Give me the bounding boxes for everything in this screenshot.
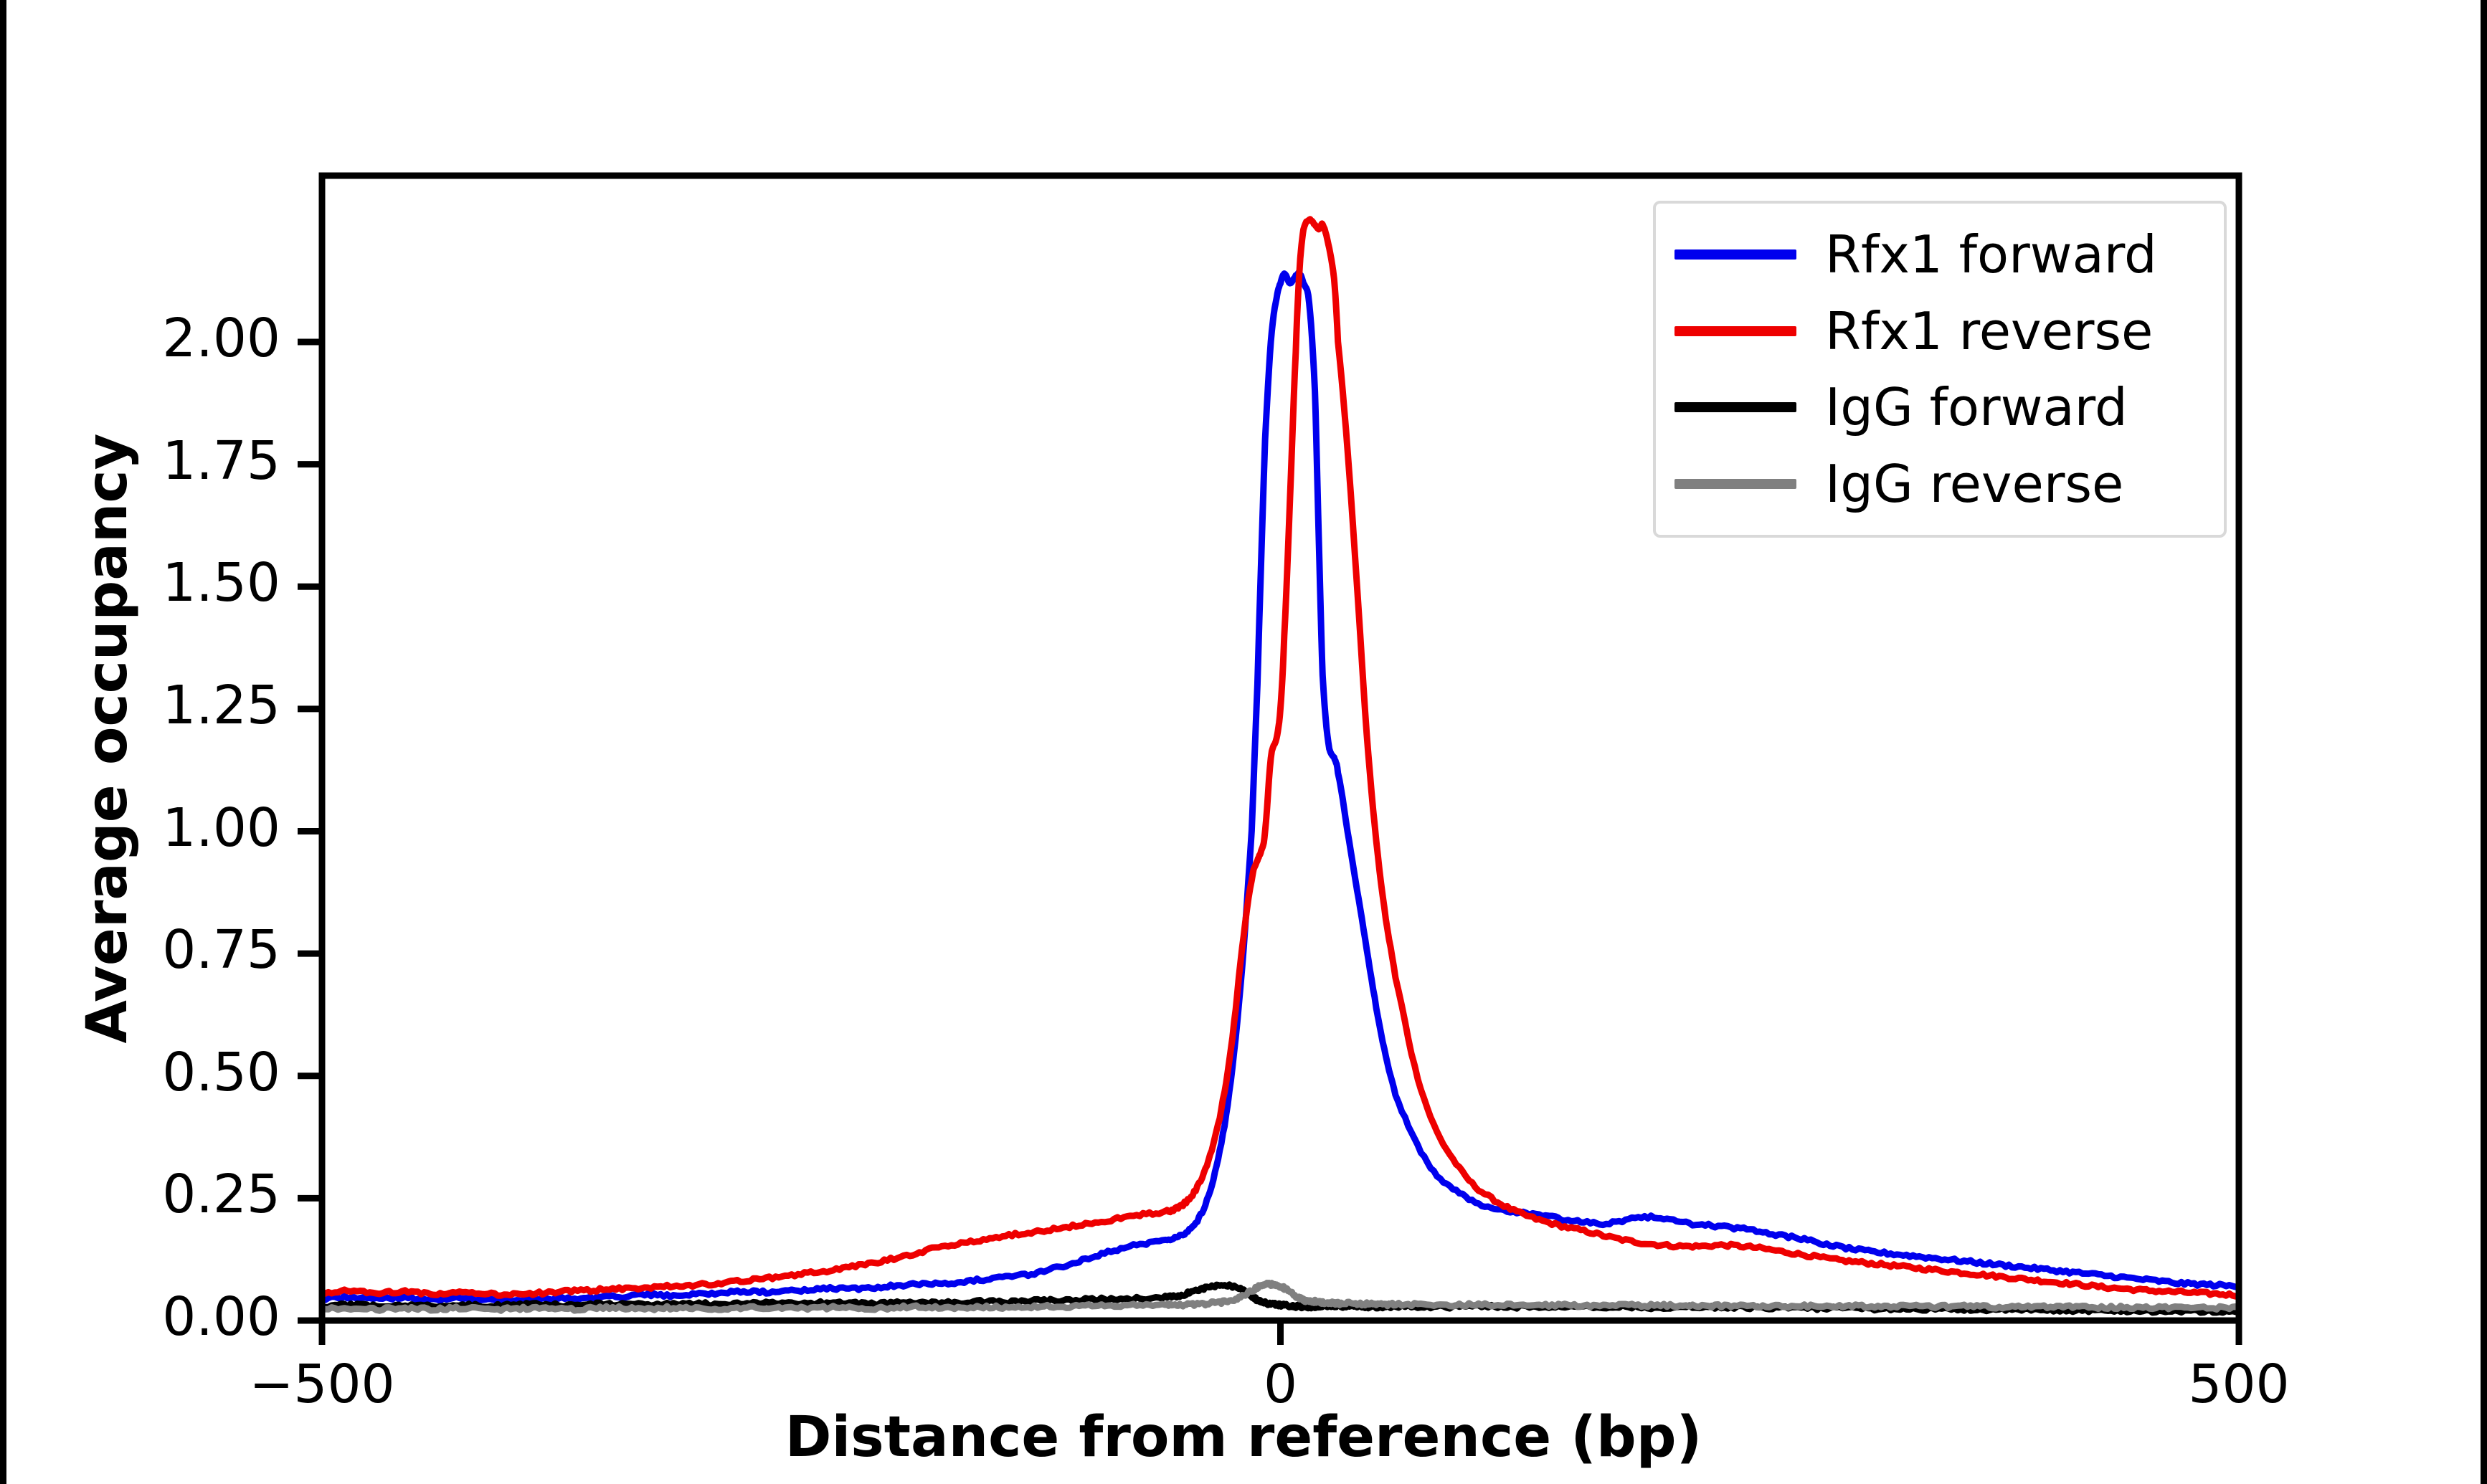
y-tick-label: 1.50 [162,552,280,614]
y-tick-label: 0.25 [162,1164,280,1226]
legend-swatch-rfx1-reverse [1674,325,1796,336]
chart-plot-area [298,172,2242,1345]
y-tick-label: 0.50 [162,1041,280,1103]
y-tick-label: 0.00 [162,1286,280,1348]
legend-label-rfx1-forward: Rfx1 forward [1825,224,2157,285]
legend-swatch-igg-reverse [1674,478,1796,489]
legend-item-rfx1-reverse[interactable]: Rfx1 reverse [1674,299,2205,363]
y-tick-label: 1.00 [162,796,280,859]
y-tick-label: 1.75 [162,429,280,492]
legend-item-rfx1-forward[interactable]: Rfx1 forward [1674,222,2205,287]
y-axis-label-text: Average occupancy [75,433,140,1044]
axis-ticks [298,338,2242,1345]
legend-swatch-rfx1-forward [1674,249,1796,260]
legend-swatch-igg-forward [1674,402,1796,413]
x-tick-label: −500 [249,1354,395,1415]
legend-item-igg-forward[interactable]: IgG forward [1674,375,2205,439]
y-axis-label: Average occupancy [68,401,147,1075]
series-line-rfx1-reverse [318,216,2242,1300]
series-line-rfx1-forward [318,270,2242,1305]
y-tick-label: 1.25 [162,674,280,736]
legend-label-rfx1-reverse: Rfx1 reverse [1825,300,2154,361]
legend-label-igg-reverse: IgG reverse [1825,453,2124,514]
series-line-igg-reverse [318,1279,2242,1314]
x-axis-label: Distance from reference (bp) [785,1405,1702,1470]
y-tick-label: 0.75 [162,919,280,981]
legend-label-igg-forward: IgG forward [1825,377,2128,438]
data-series-group [318,216,2242,1316]
legend-item-igg-reverse[interactable]: IgG reverse [1674,452,2205,516]
chart-legend[interactable]: Rfx1 forward Rfx1 reverse IgG forward Ig… [1653,201,2227,538]
y-tick-label: 2.00 [162,308,280,370]
x-tick-label: 0 [1263,1354,1298,1415]
x-tick-label: 500 [2188,1354,2290,1415]
